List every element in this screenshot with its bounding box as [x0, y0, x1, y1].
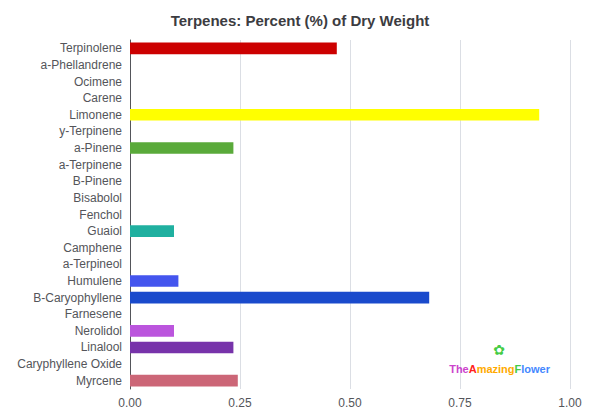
svg-text:0.00: 0.00: [118, 396, 142, 410]
svg-text:1.00: 1.00: [558, 396, 582, 410]
svg-text:The: The: [449, 363, 469, 375]
svg-text:0.25: 0.25: [228, 396, 252, 410]
svg-text:A: A: [469, 363, 477, 375]
svg-text:Farnesene: Farnesene: [65, 307, 123, 321]
svg-text:✿: ✿: [493, 342, 505, 358]
svg-text:a-Terpineol: a-Terpineol: [63, 257, 122, 271]
svg-text:mazing: mazing: [477, 363, 515, 375]
svg-text:Limonene: Limonene: [69, 108, 122, 122]
svg-text:F: F: [514, 362, 522, 375]
svg-text:Terpinolene: Terpinolene: [60, 41, 122, 55]
svg-text:Fenchol: Fenchol: [79, 208, 122, 222]
svg-text:y-Terpinene: y-Terpinene: [59, 124, 122, 138]
svg-text:B-Caryophyllene: B-Caryophyllene: [33, 291, 122, 305]
svg-text:Carene: Carene: [83, 91, 123, 105]
svg-text:a-Terpinene: a-Terpinene: [59, 158, 123, 172]
svg-text:lower: lower: [521, 363, 550, 375]
svg-text:Terpenes: Percent (%) of Dry W: Terpenes: Percent (%) of Dry Weight: [171, 12, 430, 29]
svg-text:a-Pinene: a-Pinene: [74, 141, 122, 155]
svg-text:Humulene: Humulene: [67, 274, 122, 288]
svg-text:Guaiol: Guaiol: [87, 224, 122, 238]
svg-text:Caryphyllene Oxide: Caryphyllene Oxide: [17, 357, 122, 371]
svg-text:0.50: 0.50: [338, 396, 362, 410]
svg-text:Bisabolol: Bisabolol: [73, 191, 122, 205]
svg-text:Ocimene: Ocimene: [74, 75, 122, 89]
svg-text:Linalool: Linalool: [81, 340, 122, 354]
svg-text:Nerolidol: Nerolidol: [75, 324, 122, 338]
svg-text:a-Phellandrene: a-Phellandrene: [41, 58, 123, 72]
svg-text:Camphene: Camphene: [63, 241, 122, 255]
svg-text:0.75: 0.75: [448, 396, 472, 410]
svg-text:Myrcene: Myrcene: [76, 374, 122, 388]
svg-text:B-Pinene: B-Pinene: [73, 174, 123, 188]
